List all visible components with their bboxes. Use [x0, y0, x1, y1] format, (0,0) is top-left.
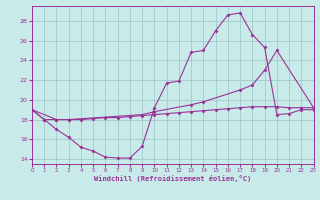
X-axis label: Windchill (Refroidissement éolien,°C): Windchill (Refroidissement éolien,°C): [94, 175, 252, 182]
